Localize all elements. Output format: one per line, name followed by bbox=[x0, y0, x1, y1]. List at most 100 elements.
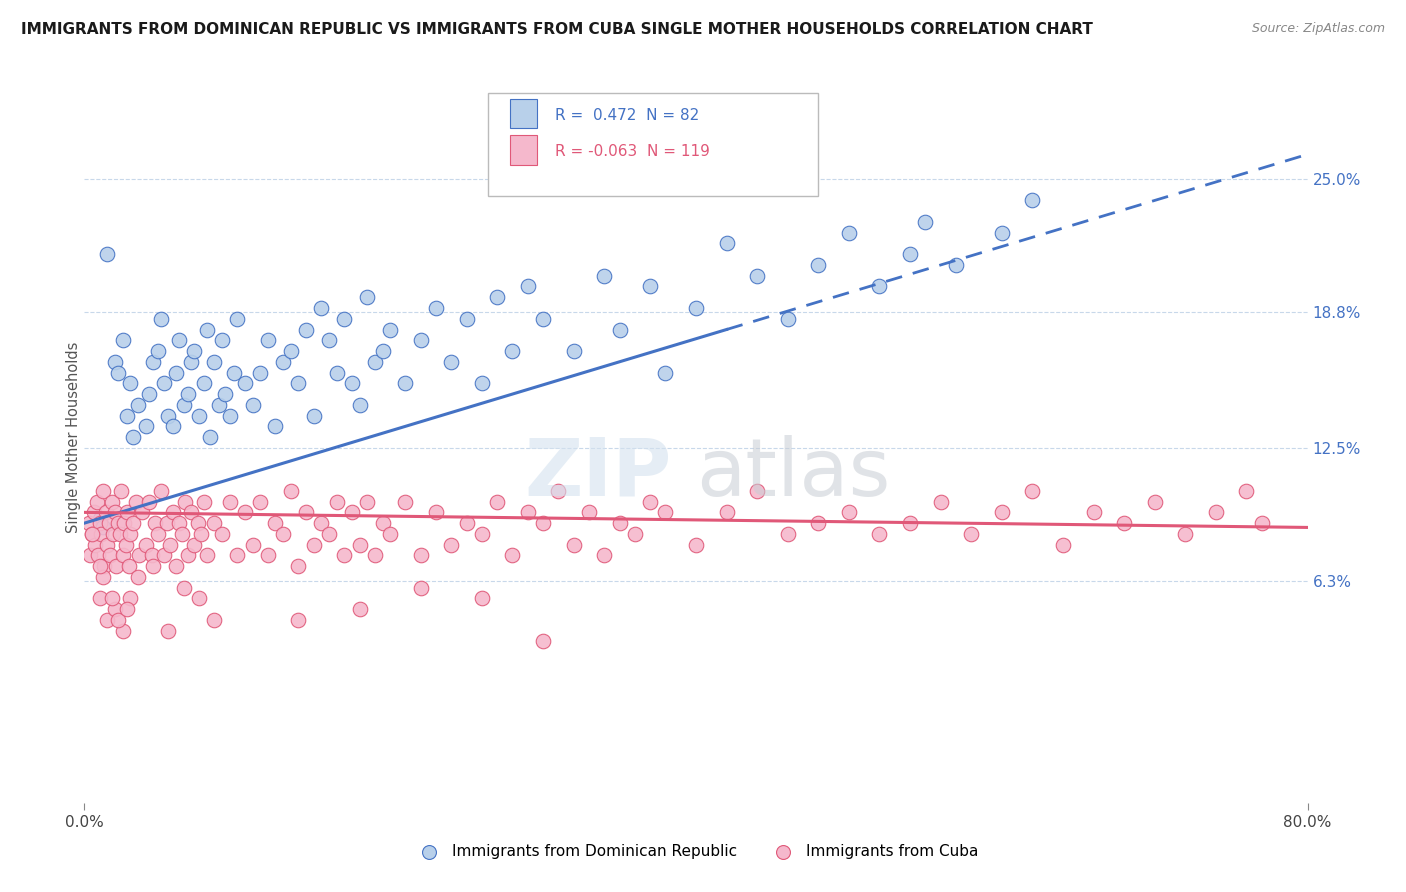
Point bbox=[83, 505, 105, 519]
Point bbox=[716, 236, 738, 251]
Point bbox=[122, 430, 145, 444]
Point bbox=[945, 258, 967, 272]
Point bbox=[111, 549, 134, 563]
Point bbox=[90, 527, 112, 541]
Point bbox=[101, 494, 124, 508]
Point bbox=[356, 494, 378, 508]
Point bbox=[371, 516, 394, 530]
Point bbox=[183, 344, 205, 359]
Point bbox=[486, 290, 509, 304]
Point bbox=[80, 527, 103, 541]
Point bbox=[516, 279, 538, 293]
Point bbox=[716, 505, 738, 519]
Point bbox=[193, 376, 215, 391]
Point bbox=[318, 333, 340, 347]
Point bbox=[531, 516, 554, 530]
Point bbox=[638, 279, 661, 293]
Point bbox=[380, 527, 402, 541]
Point bbox=[159, 538, 181, 552]
Point bbox=[440, 355, 463, 369]
Point bbox=[91, 483, 114, 498]
Point bbox=[111, 333, 134, 347]
Point bbox=[153, 549, 176, 563]
Point bbox=[89, 516, 111, 530]
Point bbox=[89, 591, 111, 606]
Point bbox=[471, 591, 494, 606]
Point bbox=[547, 483, 569, 498]
Point bbox=[356, 290, 378, 304]
Point bbox=[333, 311, 356, 326]
Point bbox=[295, 322, 318, 336]
Point bbox=[685, 538, 707, 552]
Point bbox=[325, 494, 347, 508]
Text: R = -0.063  N = 119: R = -0.063 N = 119 bbox=[555, 145, 710, 160]
Point bbox=[173, 398, 195, 412]
Point bbox=[120, 591, 142, 606]
Point bbox=[167, 516, 190, 530]
Point bbox=[120, 527, 142, 541]
Point bbox=[257, 333, 280, 347]
Point bbox=[1250, 516, 1272, 530]
Legend: Immigrants from Dominican Republic, Immigrants from Cuba: Immigrants from Dominican Republic, Immi… bbox=[408, 838, 984, 864]
Point bbox=[333, 549, 356, 563]
Point bbox=[108, 527, 131, 541]
Bar bbox=[510, 99, 537, 128]
Point bbox=[578, 505, 600, 519]
Point bbox=[654, 505, 676, 519]
Point bbox=[94, 505, 117, 519]
Point bbox=[128, 549, 150, 563]
Point bbox=[195, 322, 218, 336]
Point bbox=[89, 559, 111, 574]
Point bbox=[211, 333, 233, 347]
Point bbox=[93, 559, 115, 574]
Point bbox=[425, 301, 447, 315]
Point bbox=[107, 366, 129, 380]
Point bbox=[838, 226, 860, 240]
Point bbox=[340, 505, 363, 519]
Point bbox=[96, 247, 118, 261]
Point bbox=[156, 516, 179, 530]
Point bbox=[107, 516, 129, 530]
Point bbox=[211, 527, 233, 541]
Point bbox=[125, 494, 148, 508]
Point bbox=[929, 494, 952, 508]
Point bbox=[79, 549, 101, 563]
Point bbox=[218, 494, 240, 508]
Point bbox=[364, 549, 387, 563]
FancyBboxPatch shape bbox=[488, 94, 818, 195]
Point bbox=[425, 505, 447, 519]
Point bbox=[624, 527, 647, 541]
Point bbox=[302, 538, 325, 552]
Point bbox=[991, 505, 1014, 519]
Point bbox=[114, 538, 136, 552]
Point bbox=[838, 505, 860, 519]
Point bbox=[371, 344, 394, 359]
Point bbox=[318, 527, 340, 541]
Text: IMMIGRANTS FROM DOMINICAN REPUBLIC VS IMMIGRANTS FROM CUBA SINGLE MOTHER HOUSEHO: IMMIGRANTS FROM DOMINICAN REPUBLIC VS IM… bbox=[21, 22, 1092, 37]
Point bbox=[562, 344, 585, 359]
Point bbox=[898, 247, 921, 261]
Point bbox=[105, 559, 128, 574]
Point bbox=[264, 419, 287, 434]
Point bbox=[1052, 538, 1074, 552]
Point bbox=[218, 409, 240, 423]
Point bbox=[249, 494, 271, 508]
Point bbox=[167, 333, 190, 347]
Point bbox=[394, 376, 416, 391]
Text: R =  0.472  N = 82: R = 0.472 N = 82 bbox=[555, 108, 700, 123]
Point bbox=[149, 311, 172, 326]
Point bbox=[104, 505, 127, 519]
Point bbox=[914, 215, 936, 229]
Point bbox=[531, 634, 554, 648]
Point bbox=[115, 409, 138, 423]
Point bbox=[280, 344, 302, 359]
Point bbox=[86, 494, 108, 508]
Point bbox=[224, 366, 246, 380]
Point bbox=[249, 366, 271, 380]
Point bbox=[1114, 516, 1136, 530]
Point bbox=[202, 355, 225, 369]
Point bbox=[120, 376, 142, 391]
Point bbox=[226, 549, 249, 563]
Point bbox=[165, 559, 187, 574]
Point bbox=[287, 376, 309, 391]
